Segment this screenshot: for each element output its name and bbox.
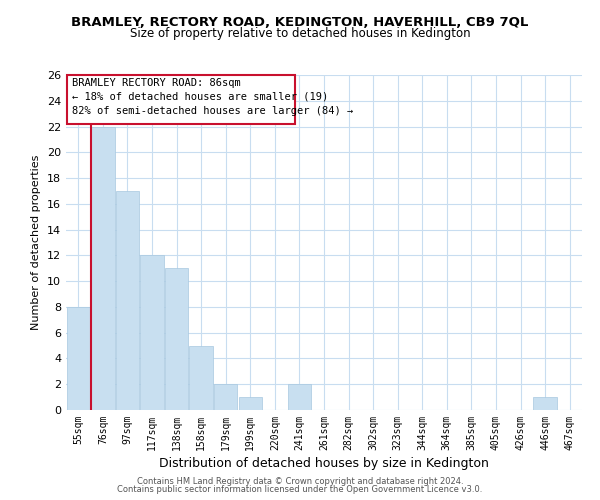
Bar	[214, 384, 238, 410]
Bar	[67, 307, 90, 410]
Text: Contains HM Land Registry data © Crown copyright and database right 2024.: Contains HM Land Registry data © Crown c…	[137, 477, 463, 486]
Bar	[165, 268, 188, 410]
Bar	[533, 397, 557, 410]
Text: BRAMLEY RECTORY ROAD: 86sqm
← 18% of detached houses are smaller (19)
82% of sem: BRAMLEY RECTORY ROAD: 86sqm ← 18% of det…	[72, 78, 353, 116]
X-axis label: Distribution of detached houses by size in Kedington: Distribution of detached houses by size …	[159, 457, 489, 470]
Text: Contains public sector information licensed under the Open Government Licence v3: Contains public sector information licen…	[118, 485, 482, 494]
Bar	[116, 191, 139, 410]
Bar	[140, 256, 164, 410]
Text: BRAMLEY, RECTORY ROAD, KEDINGTON, HAVERHILL, CB9 7QL: BRAMLEY, RECTORY ROAD, KEDINGTON, HAVERH…	[71, 16, 529, 29]
Bar	[190, 346, 213, 410]
Bar	[288, 384, 311, 410]
Bar	[91, 126, 115, 410]
Bar	[67, 75, 295, 124]
Text: Size of property relative to detached houses in Kedington: Size of property relative to detached ho…	[130, 28, 470, 40]
Y-axis label: Number of detached properties: Number of detached properties	[31, 155, 41, 330]
Bar	[239, 397, 262, 410]
